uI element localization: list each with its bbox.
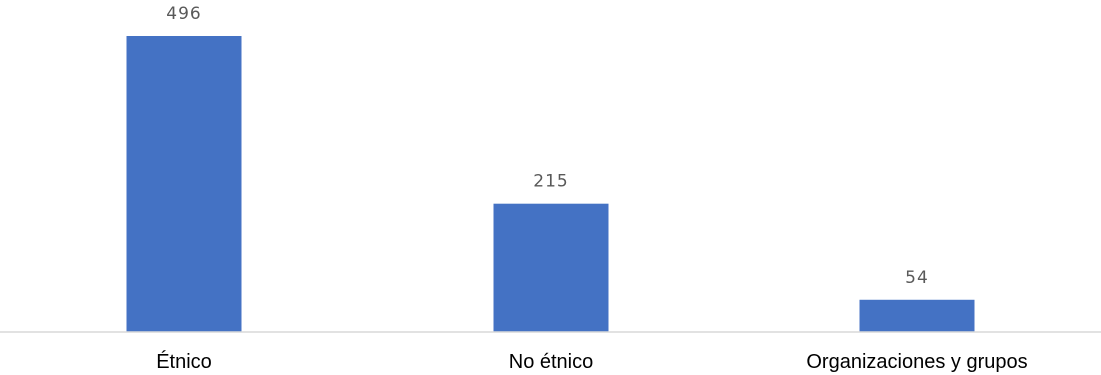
bar-0 [126, 36, 242, 332]
bar-2 [859, 299, 975, 332]
category-label-0: Étnico [156, 350, 212, 373]
labels-layer: 496 Étnico 215 No étnico 54 Organizaciones y … [156, 4, 1027, 373]
bar-value-label-2: 54 [905, 268, 929, 288]
bar-value-label-0: 496 [166, 4, 201, 24]
bars-layer [126, 36, 975, 332]
category-label-1: No étnico [509, 351, 594, 373]
bar-1 [493, 203, 609, 332]
bar-value-label-1: 215 [533, 172, 568, 192]
category-label-2: Organizaciones y grupos [806, 351, 1027, 373]
